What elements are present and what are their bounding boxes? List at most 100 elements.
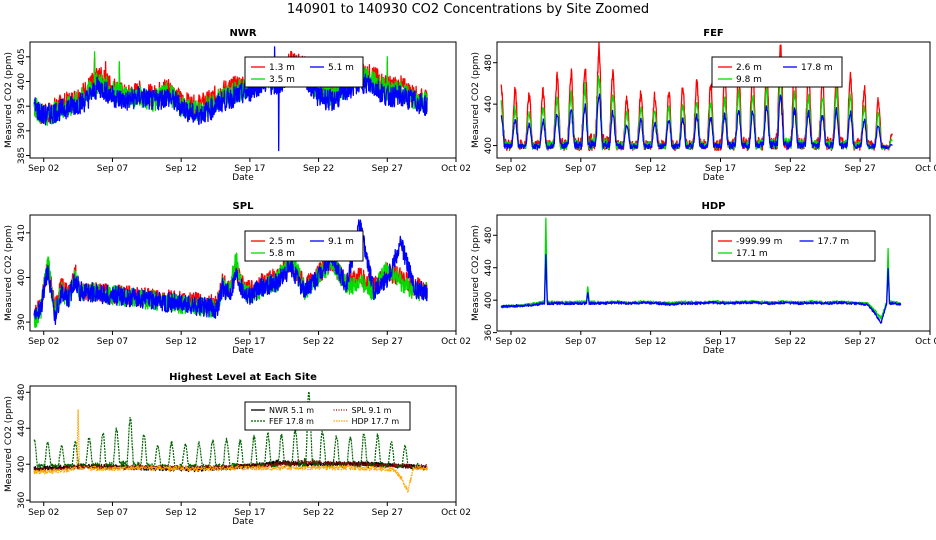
y-axis-label: Measured CO2 (ppm) (4, 225, 14, 321)
x-tick-label: Sep 22 (303, 508, 334, 518)
x-tick-label: Sep 17 (705, 337, 736, 347)
legend-label: 17.8 m (801, 63, 833, 73)
x-tick-label: Sep 02 (28, 337, 59, 347)
y-tick-label: 390 (17, 122, 27, 139)
panel-title: Highest Level at Each Site (169, 372, 317, 383)
legend-label: 9.1 m (328, 237, 354, 247)
legend-label: 5.8 m (269, 249, 295, 259)
x-tick-label: Sep 17 (234, 164, 265, 174)
plot-frame (496, 41, 931, 159)
x-tick-label: Oct 02 (441, 508, 471, 518)
legend-label: 1.3 m (269, 63, 295, 73)
figure-title: 140901 to 140930 CO2 Concentrations by S… (287, 2, 649, 17)
y-tick-label: 360 (17, 491, 27, 508)
plot-frame (496, 214, 931, 332)
legend-label: 9.8 m (736, 75, 762, 85)
series-line-spl-9-1-m (33, 459, 428, 473)
legend-label: 17.1 m (736, 249, 768, 259)
x-tick-label: Sep 22 (303, 337, 334, 347)
x-tick-label: Sep 12 (166, 508, 197, 518)
y-tick-label: 440 (17, 419, 27, 436)
legend-label: FEF 17.8 m (269, 417, 314, 426)
series-line-hdp-17-7-m (33, 409, 428, 493)
legend-label: 17.7 m (818, 237, 850, 247)
legend-label: SPL 9.1 m (352, 406, 392, 415)
x-tick-label: Sep 22 (775, 337, 806, 347)
plot-frame (29, 214, 457, 332)
plot-frame (29, 385, 457, 503)
series-line-17-7-m (500, 253, 902, 324)
x-tick-label: Oct 02 (915, 337, 936, 347)
x-tick-label: Sep 07 (97, 508, 128, 518)
x-tick-label: Oct 02 (441, 164, 471, 174)
x-tick-label: Sep 07 (97, 337, 128, 347)
panel-hl: Highest Level at Each Site Sep 02 Sep 07 Se… (4, 372, 471, 527)
y-tick-label: 410 (17, 224, 27, 241)
x-tick-label: Oct 02 (441, 337, 471, 347)
y-tick-label: 360 (484, 324, 494, 341)
series-line-9-1-m (33, 219, 428, 326)
x-tick-label: Sep 12 (635, 337, 666, 347)
panel-title: SPL (233, 201, 255, 212)
x-tick-label: Sep 27 (372, 508, 403, 518)
series-line-fef-17-8-m (33, 391, 420, 469)
x-axis-label: Date (703, 173, 725, 183)
panel-title: HDP (702, 201, 726, 212)
x-tick-label: Sep 02 (28, 508, 59, 518)
x-tick-label: Sep 17 (234, 337, 265, 347)
x-tick-label: Sep 22 (303, 164, 334, 174)
legend-label: 5.1 m (328, 63, 354, 73)
y-tick-label: 395 (17, 98, 27, 115)
y-tick-label: 390 (17, 313, 27, 330)
y-tick-label: 405 (17, 48, 27, 65)
legend-label: 3.5 m (269, 75, 295, 85)
x-tick-label: Sep 07 (565, 164, 596, 174)
series-line-5-1-m (33, 46, 428, 152)
y-tick-label: 480 (17, 383, 27, 400)
x-tick-label: Sep 27 (372, 164, 403, 174)
x-axis-label: Date (232, 346, 254, 356)
panel-title: NWR (229, 28, 256, 39)
x-tick-label: Sep 27 (845, 337, 876, 347)
panel-title: FEF (703, 28, 724, 39)
y-tick-label: 440 (484, 259, 494, 276)
x-tick-label: Sep 12 (635, 164, 666, 174)
x-axis-label: Date (232, 517, 254, 527)
x-tick-label: Sep 22 (775, 164, 806, 174)
legend-box (244, 401, 411, 431)
x-tick-label: Sep 12 (166, 164, 197, 174)
y-tick-label: 480 (484, 54, 494, 71)
x-tick-label: Sep 27 (372, 337, 403, 347)
legend-box (711, 56, 843, 88)
legend-box (244, 230, 364, 262)
legend-box (244, 56, 364, 88)
legend-label: 2.6 m (736, 63, 762, 73)
x-tick-label: Oct 02 (915, 164, 936, 174)
legend-label: HDP 17.7 m (352, 417, 400, 426)
x-tick-label: Sep 27 (845, 164, 876, 174)
y-axis-label: Measured CO2 (ppm) (471, 225, 481, 321)
x-tick-label: Sep 07 (97, 164, 128, 174)
x-tick-label: Sep 12 (166, 337, 197, 347)
y-tick-label: 385 (17, 147, 27, 164)
legend-box (711, 230, 876, 262)
x-tick-label: Sep 02 (495, 337, 526, 347)
x-tick-label: Sep 17 (234, 508, 265, 518)
y-axis-label: Measured CO2 (ppm) (4, 52, 14, 148)
x-tick-label: Sep 02 (28, 164, 59, 174)
y-tick-label: 400 (17, 455, 27, 472)
series-line-17-8-m (500, 93, 893, 150)
panel-spl: SPL Sep 02 Sep 07 Sep 12 Sep 17 Sep 22 Sep 27 O… (4, 201, 471, 356)
y-tick-label: 400 (17, 269, 27, 286)
y-axis-label: Measured CO2 (ppm) (471, 52, 481, 148)
legend-label: -999.99 m (736, 237, 782, 247)
y-tick-label: 440 (484, 95, 494, 112)
x-axis-label: Date (703, 346, 725, 356)
legend-label: 2.5 m (269, 237, 295, 247)
panel-hdp: HDP Sep 02 Sep 07 Sep 12 Sep 17 Sep 22 Sep 27 O… (471, 201, 936, 356)
y-tick-label: 400 (484, 137, 494, 154)
plot-frame (29, 41, 457, 159)
x-axis-label: Date (232, 173, 254, 183)
x-tick-label: Sep 17 (705, 164, 736, 174)
